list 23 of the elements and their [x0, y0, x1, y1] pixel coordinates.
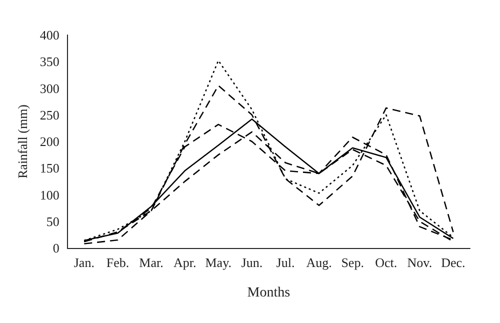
y-tick-label: 250 [40, 107, 60, 122]
y-tick-label: 200 [40, 134, 60, 149]
x-tick-label: Aug. [306, 255, 332, 270]
x-tick-label: Oct. [375, 255, 398, 270]
x-tick-label: Nov. [407, 255, 432, 270]
x-tick-label: Feb. [106, 255, 130, 270]
x-axis-title: Months [247, 286, 290, 300]
y-tick-label: 100 [40, 187, 60, 202]
x-tick-label: Jun. [241, 255, 263, 270]
x-tick-label: Sep. [341, 255, 364, 270]
y-tick-label: 350 [40, 54, 60, 70]
x-tick-label: Apr. [173, 255, 196, 270]
y-axis-title: Rainfall (mm) [15, 104, 30, 179]
x-tick-label: May. [205, 255, 232, 270]
y-tick-label: 150 [40, 160, 60, 176]
x-tick-label: Dec. [441, 255, 466, 270]
x-tick-label: Jul. [276, 255, 295, 270]
x-tick-label: Jan. [74, 255, 94, 270]
y-tick-label: 0 [52, 240, 60, 256]
y-tick-label: 50 [46, 214, 60, 229]
x-tick-label: Mar. [139, 255, 164, 270]
y-tick-label: 300 [40, 80, 60, 96]
y-tick-label: 400 [40, 28, 60, 42]
